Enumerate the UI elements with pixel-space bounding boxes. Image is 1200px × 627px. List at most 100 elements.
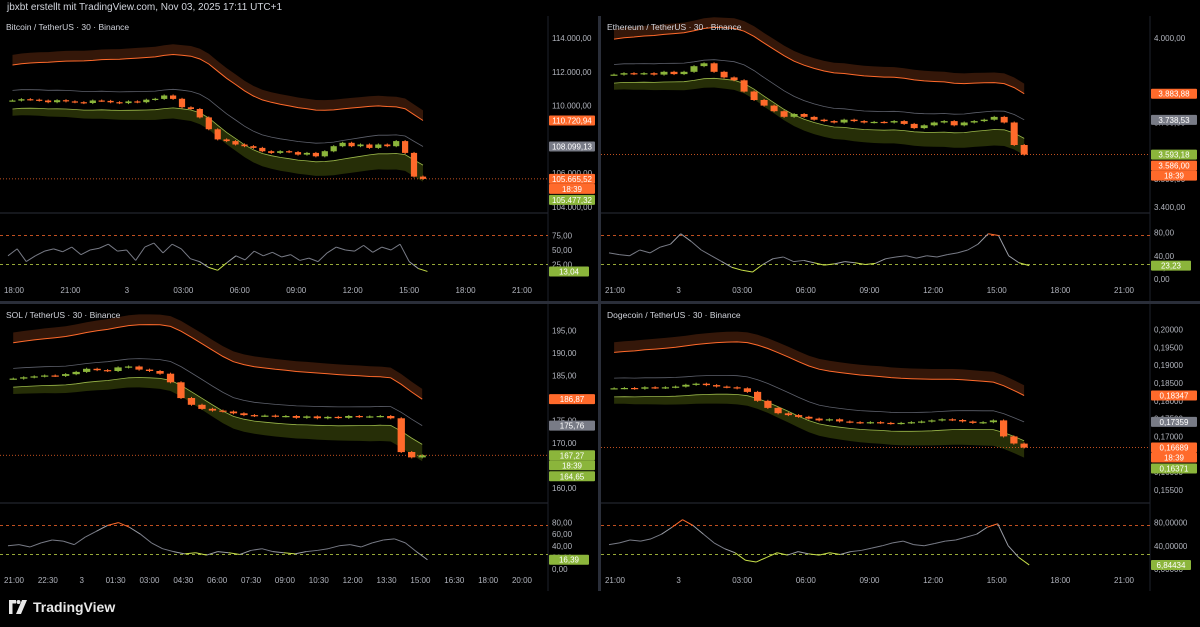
candle — [277, 151, 284, 153]
chart-canvas[interactable]: 0,200000,195000,190000,185000,180000,175… — [601, 304, 1200, 591]
candle — [166, 373, 175, 383]
symbol-title[interactable]: SOL / TetherUS · 30 · Binance — [6, 310, 121, 320]
rsi-line-segment — [977, 233, 989, 245]
rsi-line-segment — [281, 254, 291, 258]
price-label-bg — [549, 420, 595, 431]
candle — [348, 142, 355, 147]
rsi-line-segment — [957, 249, 968, 254]
candle — [641, 387, 649, 389]
rsi-line-segment — [71, 246, 82, 256]
rsi-line-segment — [692, 525, 704, 535]
rsi-line-segment — [107, 243, 118, 252]
candle — [170, 95, 177, 99]
candle — [860, 121, 868, 123]
rsi-line-segment — [206, 551, 218, 556]
rsi-line-segment — [253, 250, 264, 257]
symbol-title[interactable]: Ethereum / TetherUS · 30 · Binance — [607, 22, 742, 32]
chart-canvas[interactable]: 195,00190,00185,00180,00175,00170,00165,… — [0, 304, 598, 591]
price-label-text: 186,87 — [560, 395, 585, 404]
rsi-line-segment — [350, 544, 362, 548]
chart-canvas[interactable]: 4.000,003.800,003.700,003.500,003.400,00… — [601, 16, 1200, 301]
rsi-line-segment — [129, 526, 141, 535]
price-label-bg — [1151, 442, 1197, 453]
time-tick-label: 15:00 — [399, 286, 420, 295]
rsi-line-segment — [52, 539, 64, 542]
candle — [214, 129, 221, 140]
chart-panel-dogecoin[interactable]: 0,200000,195000,190000,185000,180000,175… — [601, 304, 1200, 591]
candle — [334, 416, 342, 419]
horizontal-divider — [0, 301, 1200, 304]
chart-panel-ethereum[interactable]: 4.000,003.800,003.700,003.500,003.400,00… — [601, 16, 1200, 301]
price-label-bg — [1151, 160, 1197, 171]
rsi-line-segment — [976, 526, 988, 535]
candle — [419, 176, 427, 179]
rsi-line-segment — [755, 556, 767, 563]
rsi-line-segment — [162, 243, 173, 254]
time-tick-label: 21:00 — [512, 286, 533, 295]
candle — [690, 66, 698, 72]
time-tick-label: 06:00 — [207, 576, 228, 585]
candle — [887, 422, 895, 425]
symbol-title[interactable]: Dogecoin / TetherUS · 30 · Binance — [607, 310, 741, 320]
rsi-line-segment — [793, 259, 804, 263]
lower-band-fill — [12, 107, 423, 182]
rsi-line-segment — [829, 552, 841, 555]
candle — [107, 100, 114, 103]
time-tick-label: 03:00 — [173, 286, 194, 295]
candle — [800, 114, 808, 117]
time-tick-label: 21:00 — [605, 286, 626, 295]
candle — [240, 413, 248, 416]
rsi-line-segment — [680, 233, 692, 242]
candle — [836, 419, 844, 422]
candle — [750, 91, 758, 100]
candle — [294, 152, 302, 155]
time-tick-label: 16:30 — [444, 576, 465, 585]
price-tick-label: 160,00 — [552, 484, 577, 493]
time-tick-label: 15:00 — [987, 576, 1008, 585]
rsi-line-segment — [40, 539, 53, 544]
symbol-title[interactable]: Bitcoin / TetherUS · 30 · Binance — [6, 22, 130, 32]
rsi-line-segment — [619, 539, 631, 544]
price-label-bg — [1151, 416, 1197, 427]
time-tick-label: 06:00 — [796, 576, 817, 585]
candle — [45, 100, 52, 103]
candle — [630, 73, 638, 75]
price-label-bg — [1151, 149, 1197, 160]
rsi-value-badge: 23,23 — [1151, 260, 1191, 271]
price-label-badge: 18:39 — [1151, 170, 1197, 181]
candle — [36, 99, 43, 101]
candle — [177, 382, 185, 399]
rsi-line-segment — [317, 252, 328, 262]
price-tick-label: 106.000,00 — [552, 169, 593, 178]
price-label-text: 18:39 — [562, 185, 583, 194]
candle — [114, 367, 122, 371]
tradingview-brand[interactable]: TradingView — [8, 597, 115, 617]
rsi-line-segment — [839, 551, 851, 555]
rsi-line-segment — [660, 243, 671, 248]
rsi-line-segment — [235, 255, 246, 261]
time-tick-label: 13:30 — [377, 576, 398, 585]
rsi-line-segment — [844, 261, 856, 264]
price-label-text: 108.099,13 — [552, 143, 593, 152]
candle — [196, 109, 203, 118]
rsi-line-segment — [44, 248, 54, 252]
chart-panel-sol[interactable]: 195,00190,00185,00180,00175,00170,00165,… — [0, 304, 598, 591]
rsi-line-segment — [272, 251, 282, 258]
rsi-line-segment — [418, 268, 428, 272]
time-tick-label: 12:00 — [343, 576, 364, 585]
rsi-line-segment — [399, 243, 410, 262]
rsi-line-segment — [797, 551, 809, 555]
rsi-line-segment — [184, 552, 196, 555]
candle — [271, 415, 279, 417]
rsi-line-segment — [772, 256, 784, 260]
rsi-line-segment — [619, 254, 630, 257]
rsi-line-segment — [345, 249, 355, 252]
chart-canvas[interactable]: 114.000,00 112.000,00 110.000,00 106.000,00… — [0, 16, 598, 301]
candle — [770, 105, 778, 112]
lower-band-fill — [614, 394, 1025, 458]
rsi-line-segment — [283, 552, 296, 555]
candle — [357, 144, 364, 147]
rsi-line-segment — [967, 243, 979, 251]
chart-panel-bitcoin[interactable]: 114.000,00 112.000,00 110.000,00 106.000,00… — [0, 16, 598, 301]
candle — [312, 152, 319, 157]
